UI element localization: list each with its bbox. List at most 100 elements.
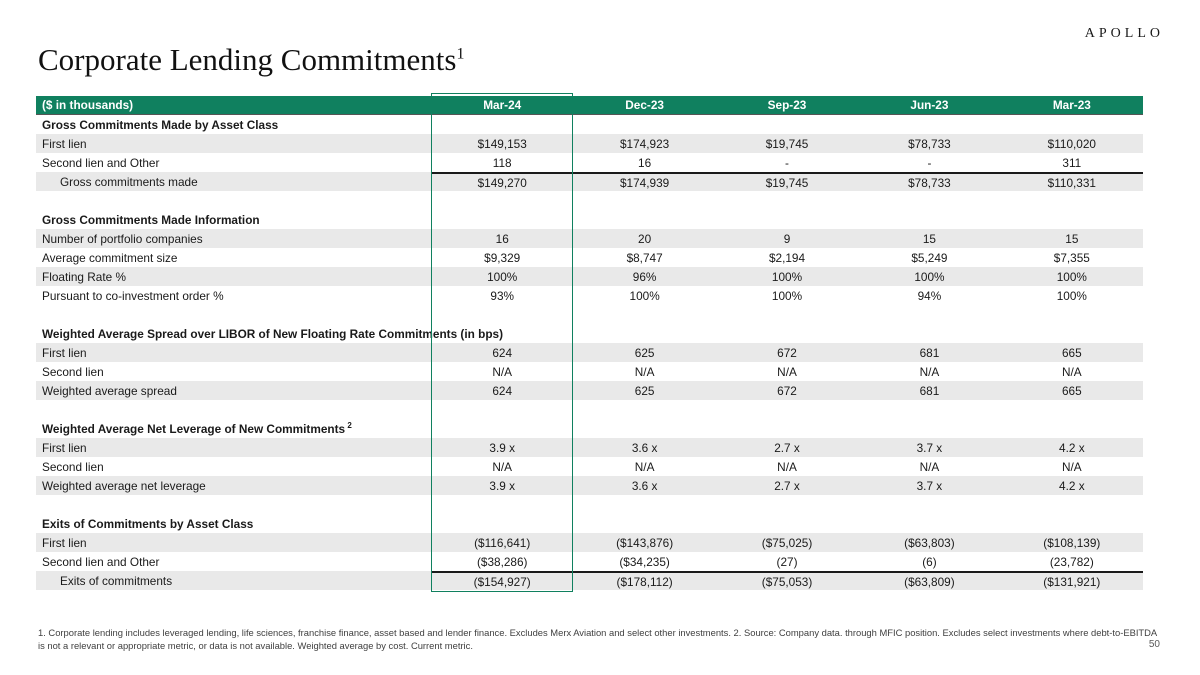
section-spacer <box>36 305 1143 324</box>
table-row: Number of portfolio companies 16 20 9 15 15 <box>36 229 1143 248</box>
row-values: ($38,286) ($34,235) (27) (6) (23,782) <box>431 552 1143 571</box>
cell-jun-23: 681 <box>919 345 940 360</box>
cell-jun-23: 15 <box>922 231 936 246</box>
table-row: Second lien and Other 118 16 - - 311 <box>36 153 1143 172</box>
commitments-table: ($ in thousands) Mar-24 Dec-23 Sep-23 Jun-2… <box>36 93 1143 592</box>
table-row: Pursuant to co-investment order % 93% 100%… <box>36 286 1143 305</box>
cell-dec-23: 3.6 x <box>631 478 658 493</box>
page-number: 50 <box>1148 639 1160 650</box>
row-values: 624 625 672 681 665 <box>431 381 1143 400</box>
cell-mar-23: ($108,139) <box>1043 535 1101 550</box>
row-label: Exits of commitments <box>60 573 173 588</box>
cell-mar-24: 16 <box>495 231 509 246</box>
table-row: Second lien N/A N/A N/A N/A N/A <box>36 457 1143 476</box>
cell-mar-23: 15 <box>1065 231 1079 246</box>
cell-dec-23: ($143,876) <box>616 535 674 550</box>
row-label: First lien <box>42 136 87 151</box>
cell-mar-23: $110,331 <box>1047 175 1096 190</box>
cell-sep-23: 100% <box>771 288 803 303</box>
cell-sep-23: N/A <box>777 364 797 379</box>
cell-dec-23: N/A <box>634 364 655 379</box>
row-label: Number of portfolio companies <box>42 231 203 246</box>
row-label: Second lien <box>42 459 104 474</box>
cell-mar-23: ($131,921) <box>1043 574 1101 589</box>
column-header-jun-23: Jun-23 <box>910 98 949 112</box>
cell-mar-24: N/A <box>492 364 513 379</box>
row-values: N/A N/A N/A N/A N/A <box>431 362 1143 381</box>
row-values: 16 20 9 15 15 <box>431 229 1143 248</box>
row-values: $149,153 $174,923 $19,745 $78,733 $110,020 <box>431 134 1143 153</box>
footnote: 1. Corporate lending includes leveraged … <box>38 627 1157 652</box>
table-row: First lien 3.9 x 3.6 x 2.7 x 3.7 x 4.2 x <box>36 438 1143 457</box>
column-header-sep-23: Sep-23 <box>767 98 807 112</box>
section-header-row: Gross Commitments Made by Asset Class <box>36 115 1143 134</box>
cell-jun-23: ($63,803) <box>904 535 955 550</box>
cell-dec-23: 625 <box>634 383 655 398</box>
cell-dec-23: ($178,112) <box>616 574 673 589</box>
cell-mar-23: 665 <box>1061 345 1082 360</box>
row-values: N/A N/A N/A N/A N/A <box>431 457 1143 476</box>
cell-jun-23: - <box>927 155 932 170</box>
cell-mar-23: (23,782) <box>1049 554 1094 569</box>
cell-sep-23: $19,745 <box>765 175 809 190</box>
section-header-label: Exits of Commitments by Asset Class <box>42 516 254 531</box>
section-header-label: Weighted Average Spread over LIBOR of Ne… <box>42 326 504 341</box>
table-row: Floating Rate % 100% 96% 100% 100% 100% <box>36 267 1143 286</box>
cell-sep-23: ($75,053) <box>761 574 813 589</box>
cell-mar-24: 93% <box>490 288 515 303</box>
cell-sep-23: 100% <box>771 269 803 284</box>
cell-dec-23: $174,939 <box>620 175 670 190</box>
cell-mar-24: 3.9 x <box>489 440 515 455</box>
apollo-logo: APOLLO <box>1084 26 1164 41</box>
cell-mar-23: 311 <box>1062 155 1082 170</box>
cell-jun-23: $78,733 <box>908 175 951 190</box>
cell-jun-23: 681 <box>919 383 940 398</box>
cell-jun-23: N/A <box>919 459 940 474</box>
row-label: Average commitment size <box>42 250 178 265</box>
cell-mar-24: N/A <box>492 459 513 474</box>
row-label: Second lien and Other <box>42 554 160 569</box>
row-label: Gross commitments made <box>60 174 198 189</box>
cell-sep-23: 2.7 x <box>774 440 800 455</box>
row-label: First lien <box>42 535 87 550</box>
cell-mar-24: 3.9 x <box>489 478 515 493</box>
cell-mar-23: 4.2 x <box>1059 478 1085 493</box>
cell-dec-23: 20 <box>638 231 652 246</box>
cell-dec-23: 625 <box>634 345 655 360</box>
cell-mar-24: ($154,927) <box>473 574 531 589</box>
section-header-row: Weighted Average Spread over LIBOR of Ne… <box>36 324 1143 343</box>
table-row: Weighted average net leverage 3.9 x 3.6 x 2… <box>36 476 1143 495</box>
cell-dec-23: 96% <box>632 269 657 284</box>
cell-mar-23: 100% <box>1056 288 1087 303</box>
section-header-label: Gross Commitments Made Information <box>42 212 260 227</box>
row-values: 3.9 x 3.6 x 2.7 x 3.7 x 4.2 x <box>431 476 1143 495</box>
cell-jun-23: 94% <box>917 288 942 303</box>
row-values: ($116,641) ($143,876) ($75,025) ($63,803) ($… <box>431 533 1143 552</box>
cell-dec-23: $174,923 <box>620 136 670 151</box>
section-header-label: Gross Commitments Made by Asset Class <box>42 117 279 132</box>
row-values: $149,270 $174,939 $19,745 $78,733 $110,331 <box>431 172 1143 191</box>
cell-dec-23: N/A <box>634 459 655 474</box>
column-header-mar-23: Mar-23 <box>1052 98 1091 112</box>
cell-dec-23: 100% <box>629 288 660 303</box>
cell-mar-23: 4.2 x <box>1059 440 1085 455</box>
cell-mar-23: $110,020 <box>1047 136 1096 151</box>
cell-sep-23: - <box>785 155 789 170</box>
unit-label: ($ in thousands) <box>42 98 134 112</box>
section-header-row: Gross Commitments Made Information <box>36 210 1143 229</box>
row-values: ($154,927) ($178,112) ($75,053) ($63,809) ($… <box>431 571 1143 590</box>
cell-jun-23: 3.7 x <box>916 440 943 455</box>
table-row: First lien 624 625 672 681 665 <box>36 343 1143 362</box>
cell-mar-23: N/A <box>1061 364 1082 379</box>
cell-jun-23: $78,733 <box>908 136 951 151</box>
cell-mar-24: 624 <box>492 345 513 360</box>
table-header-row: ($ in thousands) Mar-24 Dec-23 Sep-23 Jun-2… <box>36 96 1143 115</box>
row-label: Floating Rate % <box>42 269 126 284</box>
row-label: Second lien <box>42 364 104 379</box>
table-row: Second lien N/A N/A N/A N/A N/A <box>36 362 1143 381</box>
section-header-label: Weighted Average Net Leverage of New Com… <box>42 421 352 436</box>
column-header-dec-23: Dec-23 <box>625 98 664 112</box>
cell-sep-23: $19,745 <box>765 136 809 151</box>
row-label: First lien <box>42 440 87 455</box>
cell-mar-24: $149,270 <box>477 175 527 190</box>
